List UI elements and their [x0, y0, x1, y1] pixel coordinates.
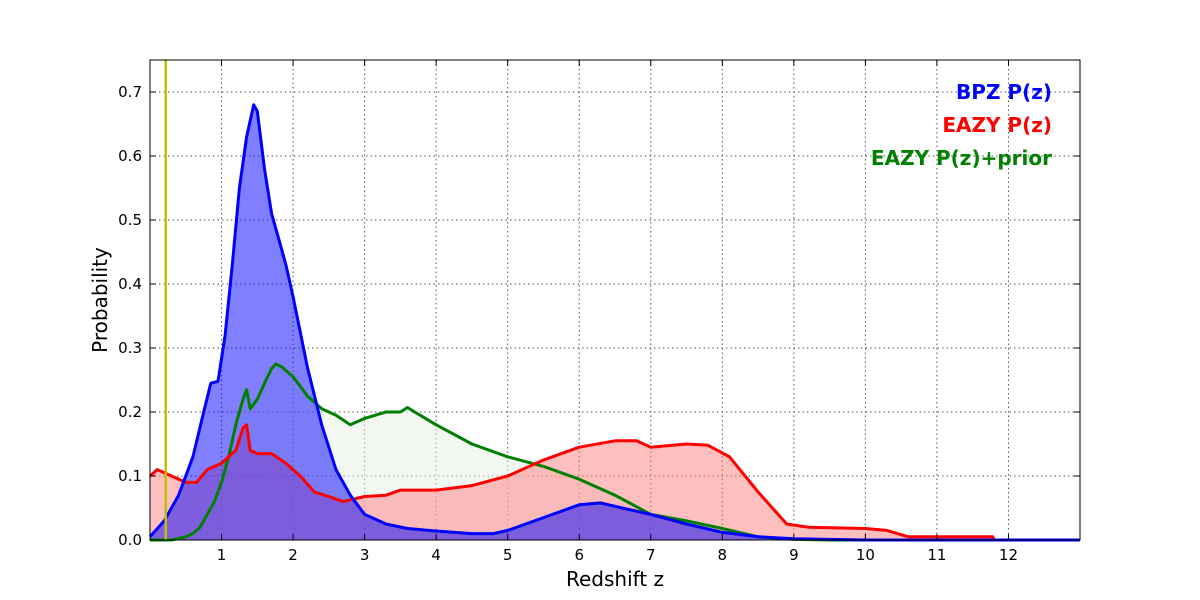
plot-frame [149, 59, 1081, 541]
series-areas [150, 104, 1080, 541]
series-lines [148, 103, 1080, 542]
y-tick-label: 0.0 [118, 531, 142, 549]
legend: BPZ P(z) EAZY P(z) EAZY P(z)+prior [871, 80, 1052, 170]
y-tick-label: 0.4 [118, 275, 142, 293]
y-tick-label: 0.2 [118, 403, 142, 421]
x-tick-label: 6 [574, 546, 584, 564]
x-tick-label: 2 [288, 546, 298, 564]
x-axis-title: Redshift z [566, 567, 664, 591]
y-tick-label: 0.5 [118, 211, 142, 229]
x-tick-label: 11 [927, 546, 946, 564]
y-tick-label: 0.3 [118, 339, 142, 357]
x-tick-label: 9 [789, 546, 799, 564]
x-tick-label: 7 [646, 546, 656, 564]
legend-eazy-p-z-prior: EAZY P(z)+prior [871, 146, 1052, 170]
x-tick-label: 4 [431, 546, 441, 564]
x-axis-ticks: 1 2 3 4 5 6 7 8 9 10 11 12 [217, 60, 1018, 564]
y-axis-title: Probability [88, 247, 112, 353]
x-tick-label: 5 [503, 546, 513, 564]
x-tick-label: 10 [856, 546, 875, 564]
y-axis-ticks: 0.0 0.1 0.2 0.3 0.4 0.5 0.6 0.7 [118, 83, 1080, 549]
legend-bpz-p-z: BPZ P(z) [956, 80, 1052, 104]
legend-eazy-p-z: EAZY P(z) [942, 113, 1052, 137]
y-tick-label: 0.1 [118, 467, 142, 485]
eazy-p-z-line [149, 423, 996, 541]
x-tick-label: 8 [718, 546, 728, 564]
y-tick-label: 0.7 [118, 83, 142, 101]
x-tick-label: 12 [999, 546, 1018, 564]
y-tick-label: 0.6 [118, 147, 142, 165]
eazy-p-z-prior-line [150, 362, 1080, 542]
x-tick-label: 3 [360, 546, 370, 564]
x-tick-label: 1 [217, 546, 227, 564]
bpz-p-z-area [150, 104, 1080, 541]
bpz-p-z-line [148, 103, 1080, 542]
